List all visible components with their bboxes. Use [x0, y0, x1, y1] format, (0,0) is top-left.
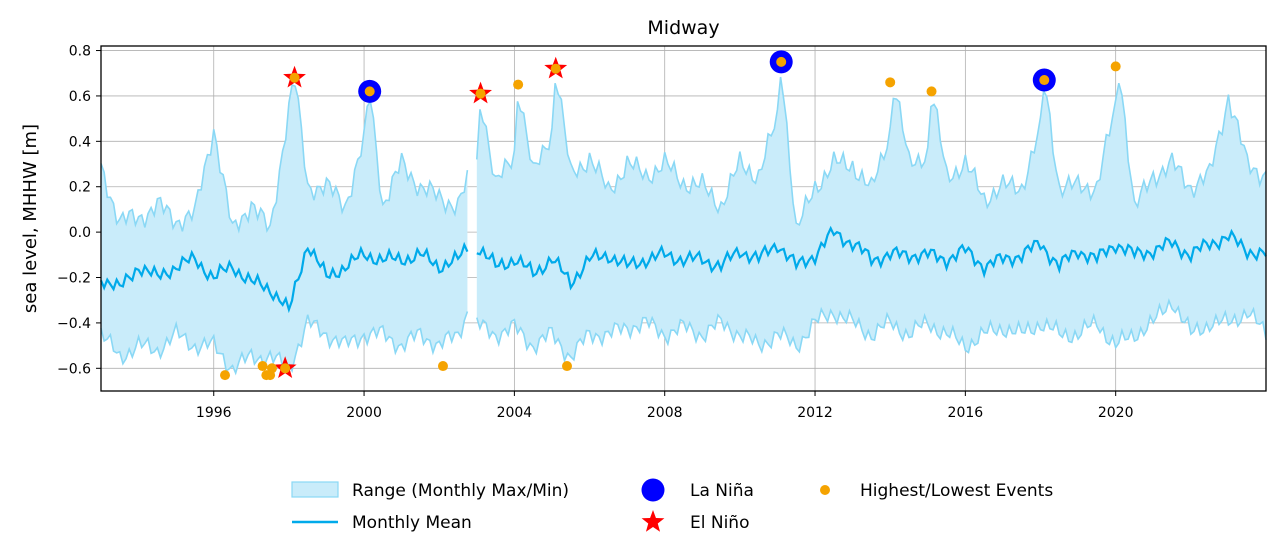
tick-layer: 1996 2000 2004 2008 2012 2016 2020 −0.6 −0.4 −0.2…: [57, 44, 1133, 421]
x-tick-label: 1996: [196, 405, 232, 421]
legend-label: Monthly Mean: [352, 513, 472, 533]
y-tick-label: −0.6: [57, 361, 91, 377]
event-marker: [220, 370, 231, 381]
event-marker: [513, 79, 524, 90]
event-marker: [550, 63, 561, 74]
x-tick-label: 2000: [346, 405, 382, 421]
x-tick-label: 2004: [497, 405, 533, 421]
legend-la-nina-swatch: [641, 478, 665, 502]
y-tick-label: 0.2: [69, 180, 91, 196]
legend-item: Range (Monthly Max/Min): [291, 481, 569, 501]
legend-label: El Niño: [690, 513, 749, 533]
range-max-line-1: [476, 76, 1267, 226]
chart-title: Midway: [647, 17, 719, 39]
event-marker: [289, 72, 300, 83]
event-marker: [364, 86, 375, 97]
legend-label: Highest/Lowest Events: [860, 481, 1053, 501]
range-min-line-1: [476, 298, 1267, 364]
x-tick-label: 2020: [1098, 405, 1134, 421]
event-marker: [1110, 61, 1121, 72]
y-tick-label: −0.2: [57, 271, 91, 287]
mean-line-layer: [99, 225, 1267, 314]
legend-item: Monthly Mean: [292, 513, 472, 533]
event-marker: [562, 361, 572, 372]
legend-band-swatch: [291, 481, 339, 498]
x-tick-label: 2016: [948, 405, 984, 421]
legend: Range (Monthly Max/Min) Monthly Mean La Ni…: [291, 478, 1053, 533]
legend-item: La Niña: [641, 478, 754, 502]
range-max-line-0: [100, 83, 469, 234]
y-tick-label: 0.6: [69, 89, 91, 105]
event-marker: [475, 88, 486, 99]
monthly-mean-line-1: [476, 225, 1267, 291]
y-tick-label: 0.4: [69, 134, 91, 150]
event-marker: [257, 361, 268, 372]
event-marker: [926, 86, 937, 97]
x-tick-label: 2012: [797, 405, 833, 421]
y-axis-label: sea level, MHHW [m]: [20, 124, 41, 313]
event-marker: [776, 56, 787, 67]
monthly-mean-line-0: [99, 241, 469, 314]
event-marker: [437, 361, 448, 372]
y-tick-label: −0.4: [57, 316, 91, 332]
legend-events-swatch: [820, 485, 830, 495]
marker-layer: [220, 50, 1121, 381]
legend-item: El Niño: [641, 510, 749, 533]
plot-frame: [100, 45, 1267, 392]
range-band-layer: [100, 76, 1267, 376]
event-marker: [266, 363, 277, 374]
event-marker: [280, 363, 291, 374]
legend-label: La Niña: [690, 481, 754, 501]
legend-el-nino-swatch: [641, 510, 665, 532]
y-tick-label: 0.0: [69, 225, 91, 241]
x-tick-label: 2008: [647, 405, 683, 421]
event-marker: [885, 77, 896, 88]
y-tick-label: 0.8: [69, 44, 91, 60]
event-marker: [1039, 75, 1050, 86]
range-band-0: [101, 85, 468, 374]
legend-label: Range (Monthly Max/Min): [352, 481, 569, 501]
range-band-1: [476, 77, 1266, 361]
legend-item: Highest/Lowest Events: [820, 481, 1053, 501]
